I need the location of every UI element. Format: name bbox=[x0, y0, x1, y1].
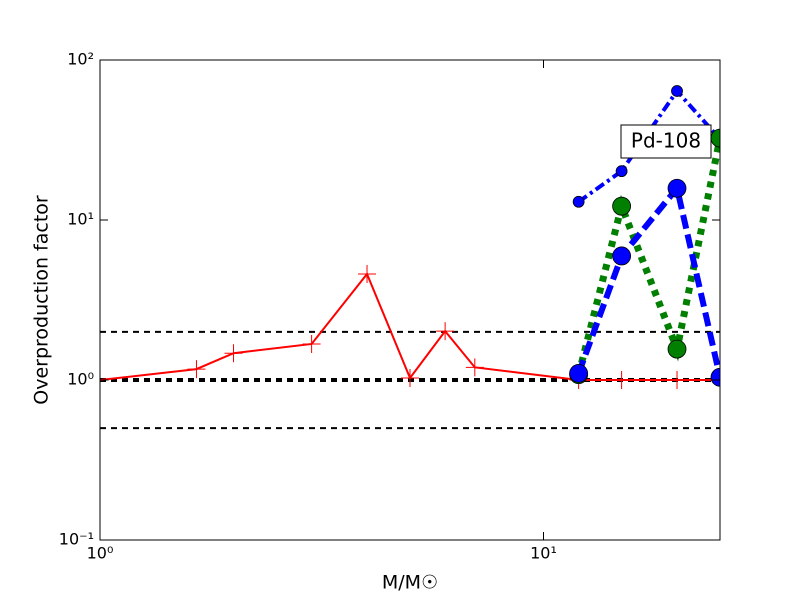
marker bbox=[187, 360, 206, 379]
marker bbox=[668, 371, 687, 389]
y-tick-label: 10¹ bbox=[67, 210, 94, 229]
series-line bbox=[575, 181, 720, 378]
y-tick-label: 10⁻¹ bbox=[59, 530, 94, 549]
y-tick-label: 10⁰ bbox=[67, 370, 94, 389]
x-tick-label: 10⁰ bbox=[87, 544, 114, 563]
y-tick-label: 10² bbox=[67, 50, 94, 69]
marker bbox=[612, 196, 632, 216]
marker bbox=[401, 368, 419, 387]
marker bbox=[612, 371, 631, 389]
series-line bbox=[577, 87, 720, 204]
plot-area bbox=[100, 85, 720, 430]
marker bbox=[436, 322, 455, 341]
annotation: Pd-108 bbox=[620, 124, 712, 159]
annotation-text: Pd-108 bbox=[631, 129, 701, 153]
marker bbox=[710, 367, 720, 387]
series-line bbox=[100, 272, 720, 381]
y-axis-label: Overproduction factor bbox=[31, 195, 53, 405]
series-line bbox=[575, 137, 720, 376]
marker bbox=[302, 334, 321, 353]
marker bbox=[358, 264, 377, 283]
annotation-box bbox=[620, 124, 712, 159]
marker bbox=[572, 195, 585, 208]
axes-frame bbox=[99, 59, 721, 541]
marker bbox=[612, 246, 632, 266]
marker bbox=[569, 363, 589, 383]
marker bbox=[615, 165, 628, 178]
marker bbox=[667, 339, 687, 359]
marker bbox=[465, 358, 484, 377]
x-axis-label: M/M☉ bbox=[382, 572, 438, 594]
x-tick-label: 10¹ bbox=[530, 544, 557, 563]
marker bbox=[671, 85, 683, 97]
marker bbox=[667, 178, 687, 198]
marker bbox=[224, 344, 243, 363]
